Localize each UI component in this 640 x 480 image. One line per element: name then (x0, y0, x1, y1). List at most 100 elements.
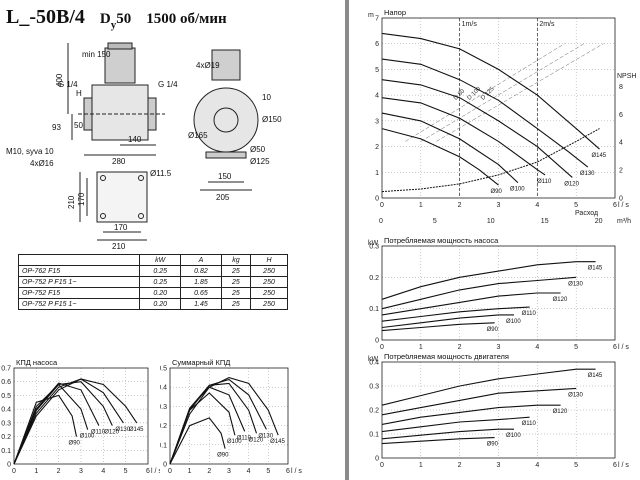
series-label: Ø110 (91, 430, 106, 436)
dim-label: 50 (74, 121, 83, 130)
foot-hole-1 (100, 175, 106, 181)
x-tick-label: 6 (613, 202, 617, 209)
x-axis-label: l / s (618, 344, 629, 351)
x-tick-label: 1 (188, 468, 192, 475)
y-tick-label: 0.5 (1, 393, 11, 400)
x-tick-label: 5 (266, 468, 270, 475)
x-axis-label: l / s (618, 202, 629, 209)
x2-tick-label: 10 (487, 218, 495, 225)
model-title: L_-50B/4 Dy50 1500 об/мин (6, 6, 227, 31)
spec-cell: 0.20 (139, 287, 182, 299)
dn-prefix: D (99, 11, 111, 27)
series-label: Ø130 (568, 392, 583, 398)
series-line (381, 112, 519, 184)
dim-label: Ø50 (250, 145, 266, 154)
x-axis-label: l / s (151, 468, 160, 475)
dim-label: M10, syva 10 (6, 147, 54, 156)
series-line (381, 79, 573, 178)
series-label: Ø110 (522, 311, 537, 317)
x-tick-label: 0 (12, 468, 16, 475)
table-row: OP-762 F15 0.25 0.82 25 250 (17, 265, 288, 277)
spec-header-cell: H (250, 254, 288, 266)
dim-label: 10 (262, 93, 271, 102)
x-axis-label: l / s (291, 468, 302, 475)
pump-efficiency-chart: 0 1 2 3 4 5 6 0 0.1 0.2 0.3 0.4 0.5 0.6 0.7 КПД насоса l… (1, 358, 160, 475)
y-tick-label: 0.3 (369, 384, 379, 391)
x-tick-label: 4 (101, 468, 105, 475)
series-label: Ø145 (129, 427, 144, 433)
y-tick-label: 2 (375, 144, 379, 151)
series-label: Ø120 (104, 430, 119, 436)
foot-hole-4 (138, 213, 144, 219)
foot-hole-3 (100, 213, 106, 219)
series-line (381, 416, 530, 433)
x-tick-label: 0 (380, 344, 384, 351)
dim-label: 93 (52, 123, 61, 132)
x-tick-label: 0 (380, 462, 384, 469)
series-line (381, 322, 495, 332)
x-tick-label: 4 (535, 202, 539, 209)
series-line (381, 32, 600, 150)
spec-cell: 250 (250, 287, 288, 299)
dim-label: 4xØ19 (196, 61, 220, 70)
end-foot (205, 151, 247, 159)
y-tick-label: 0.5 (160, 366, 167, 373)
x-tick-label: 3 (497, 344, 501, 351)
chart-title: Суммарный КПД (172, 358, 230, 367)
dim-label: Ø150 (262, 115, 282, 124)
spec-cell: 0.82 (180, 265, 222, 277)
spec-header-cell: kW (139, 254, 182, 266)
dim-label: 280 (112, 157, 126, 166)
y-tick-label: 0.3 (160, 404, 167, 411)
series-line (13, 394, 78, 465)
dn-value: 50 (116, 11, 132, 27)
dim-label: Ø11.5 (150, 169, 172, 178)
series-label: Ø100 (506, 433, 521, 439)
x-tick-label: 2 (458, 344, 462, 351)
spec-cell: OP-762 F15 (17, 265, 141, 277)
spec-header-row: kW A kg H (17, 254, 288, 266)
spec-cell: 0.65 (180, 287, 222, 299)
dim-label: 210 (112, 242, 126, 251)
y-tick-label: 0 (375, 456, 379, 463)
series-label: Ø130 (258, 433, 273, 439)
series-label: Ø100 (80, 434, 95, 440)
y-tick-label: 0.3 (369, 244, 379, 251)
table-row: OP-752 F15 0.20 0.65 25 250 (17, 287, 288, 299)
y-tick-label: 0.4 (1, 407, 11, 414)
spec-cell: 250 (250, 276, 288, 288)
x-tick-label: 6 (613, 344, 617, 351)
series-line (381, 428, 514, 440)
table-row: OP-752 P F15 1~ 0.25 1.85 25 250 (17, 276, 288, 288)
x-tick-label: 5 (574, 462, 578, 469)
series-line (381, 97, 546, 176)
x2-unit-label: m³/h (617, 218, 631, 225)
spec-cell: 25 (220, 298, 252, 310)
series-label: Ø120 (553, 297, 568, 303)
series-line (381, 292, 561, 316)
velocity-label: 1m/s (462, 21, 478, 28)
spec-cell: OP-752 F15 (17, 287, 141, 299)
y-tick-label: 0.1 (1, 448, 11, 455)
spec-cell: 0.25 (139, 276, 182, 288)
spec-cell: 25 (220, 265, 252, 277)
y-tick-label: 7 (375, 16, 379, 23)
series-label: Ø90 (487, 442, 499, 448)
pump-power-chart: 0 1 2 3 4 5 6 0 0.1 0.2 0.3 Потребляемая мощность н… (368, 236, 629, 351)
x-tick-label: 6 (286, 468, 290, 475)
series-label: Ø90 (217, 453, 229, 459)
x-tick-label: 5 (124, 468, 128, 475)
pipe-diagonal-label: D 125 (480, 86, 496, 102)
side-motor (104, 47, 136, 84)
end-motor (211, 49, 241, 81)
y-tick-label: 0.4 (369, 360, 379, 367)
series-label: Ø145 (591, 153, 606, 159)
x-tick-label: 2 (57, 468, 61, 475)
x-tick-label: 1 (419, 344, 423, 351)
end-volute (193, 87, 259, 153)
y2-tick-label: 4 (619, 140, 623, 147)
x-tick-label: 5 (574, 344, 578, 351)
series-line (169, 377, 279, 465)
dim-label: G 1/4 (58, 80, 78, 89)
y2-tick-label: 8 (619, 84, 623, 91)
